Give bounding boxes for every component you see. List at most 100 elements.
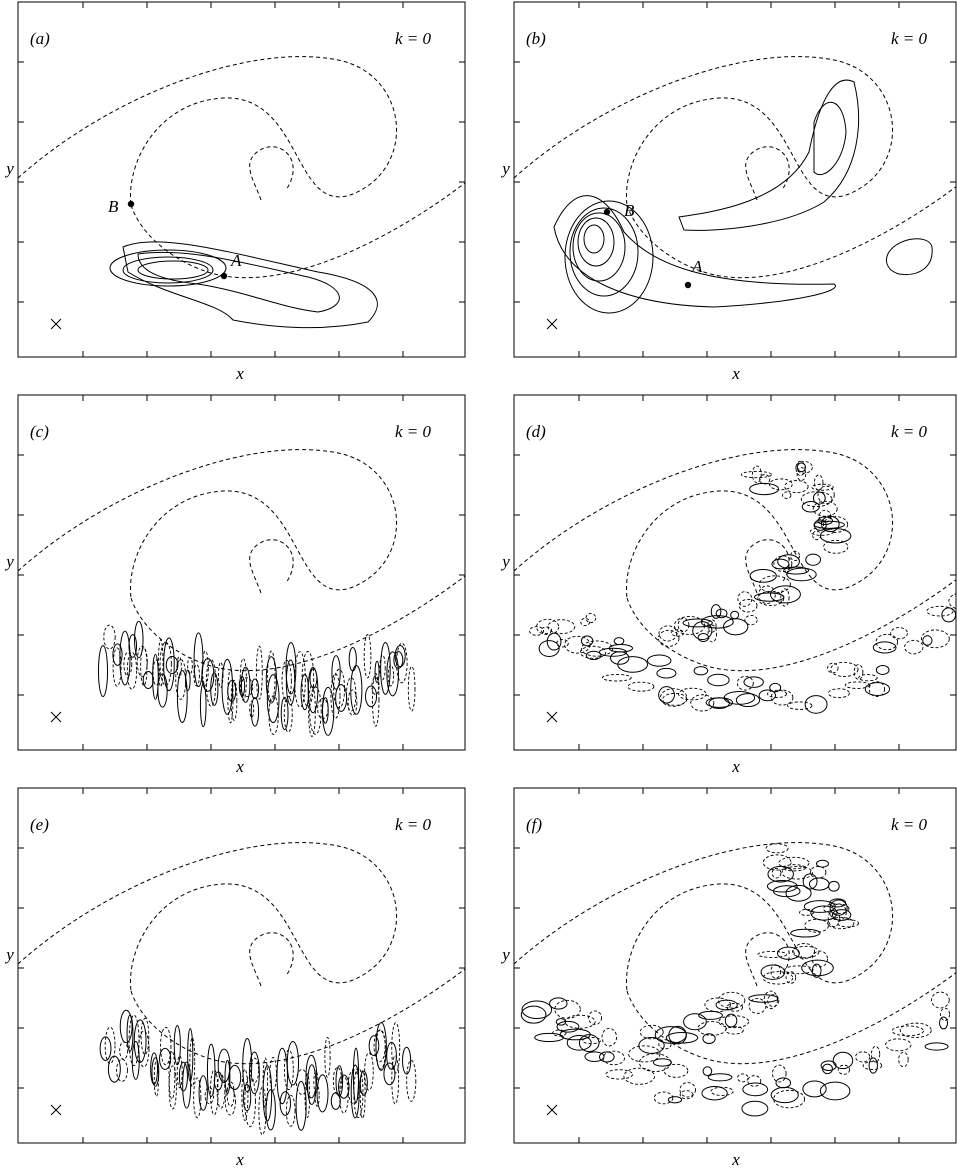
contour [707,1073,733,1082]
contour [163,637,175,692]
contour [782,491,792,499]
contour [402,1046,412,1075]
contour [743,676,764,688]
wavenumber-label: k = 0 [891,815,928,834]
contour [822,516,849,533]
contour [131,1040,140,1080]
contour [737,1073,749,1083]
x-axis-label: x [235,757,244,776]
contour [781,866,813,880]
contour [383,1062,396,1086]
contour [858,674,878,682]
contour [294,651,306,708]
contour [168,1050,176,1100]
contour [184,669,191,691]
wavenumber-label: k = 0 [395,422,432,441]
contour [747,1075,762,1087]
contour [137,260,209,280]
contour [140,647,148,686]
contour [521,1000,553,1020]
contour [119,630,131,686]
contour [775,1077,792,1089]
contour [904,639,924,655]
streamline [249,932,294,987]
contour [665,1032,699,1044]
contour [553,195,836,308]
contour [608,644,634,653]
contour [809,866,827,879]
contour [386,651,399,697]
contour [800,491,833,508]
y-axis-label: y [500,945,510,964]
contour [122,241,378,329]
contour [924,1042,949,1051]
contour [817,485,835,505]
contour [350,664,363,715]
contour [407,666,416,712]
contour [737,591,753,607]
contour [827,662,839,674]
contour [193,664,200,687]
contour [795,460,813,474]
contour [855,1051,871,1063]
contour [534,1032,564,1043]
contour [363,634,372,679]
contour [831,909,852,921]
contour [138,1030,150,1068]
contour [598,647,628,657]
contour [717,991,746,1009]
contour [262,1057,269,1109]
contour [741,1100,769,1117]
contour [536,618,560,636]
contour [707,624,717,643]
panel-label: (a) [30,29,50,48]
contour [870,1045,881,1063]
contour [546,632,562,651]
panel: (d) k = 0 x y [500,394,957,776]
contour [295,1080,307,1131]
point-marker [220,272,228,280]
contour [658,686,675,704]
contour [679,1090,694,1100]
x-axis-label: x [235,1150,244,1169]
contour [372,672,380,727]
contour [796,467,807,481]
contour [707,673,730,687]
marker-cross [50,1104,62,1116]
contour [588,1010,602,1026]
contour [777,946,800,960]
contour [812,500,838,517]
contour [765,843,789,854]
y-axis-label: y [4,945,14,964]
contour [785,884,812,902]
contour [152,653,159,700]
contour [142,670,154,690]
contour [790,550,800,562]
contour [613,637,625,646]
contour [658,625,678,642]
contour [749,569,777,583]
point-marker [127,200,135,208]
marker-cross [546,711,558,723]
contour [770,964,782,979]
contour [654,1026,687,1044]
contour [552,1029,567,1037]
plot-area [514,842,956,1117]
contour [853,664,864,680]
plot-frame [17,787,466,1144]
contour [374,660,380,684]
contour [663,1063,689,1078]
contour [221,658,233,715]
contour [875,665,890,675]
contour [813,474,824,491]
contour [623,1067,656,1085]
contour [700,615,734,629]
contour [682,618,713,628]
panel: (f) k = 0 x y [500,787,957,1169]
contour [140,1018,150,1055]
y-axis-label: y [500,552,510,571]
contour [827,688,850,699]
contour [128,634,138,658]
contour [268,695,279,735]
